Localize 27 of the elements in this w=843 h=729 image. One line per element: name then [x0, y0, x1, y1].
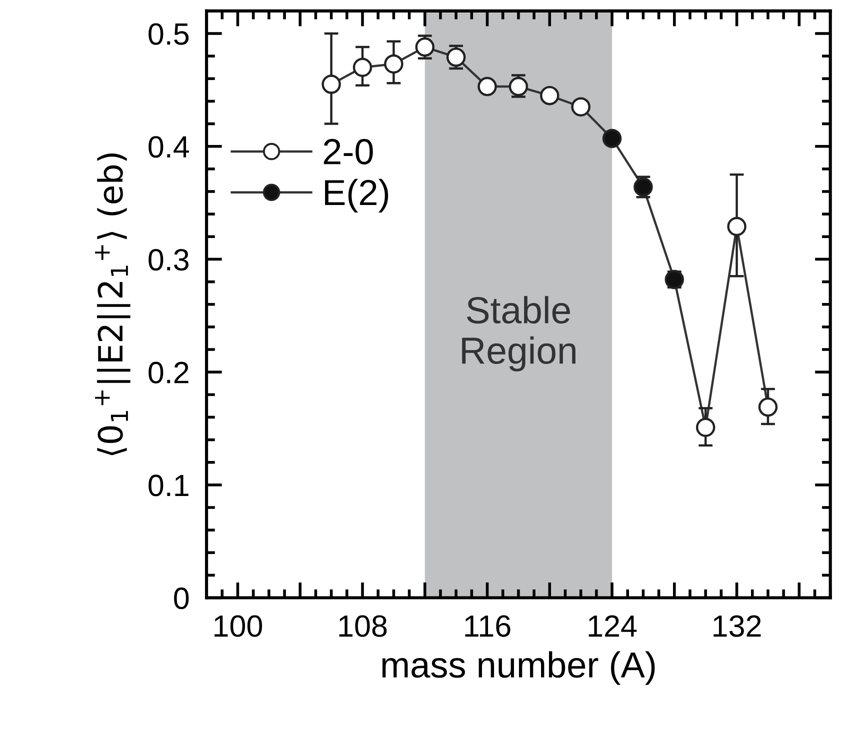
legend-label: E(2) — [325, 178, 388, 213]
point — [478, 76, 497, 96]
point — [446, 48, 466, 67]
y-axis-title: ⟨0$_{1}$$^{+}$||E2||2$_{1}$$^{+}$⟩ (eb) — [95, 153, 130, 456]
point — [384, 54, 404, 74]
x-tick-label: 116 — [465, 615, 510, 637]
point — [602, 128, 622, 148]
legend-label: 2-0 — [324, 138, 373, 165]
point — [727, 216, 746, 236]
y-tick-label: 0.5 — [148, 23, 189, 45]
x-tick-label: 124 — [588, 615, 637, 637]
point — [758, 397, 778, 417]
x-axis-title: mass number (A) — [382, 651, 655, 685]
y-tick-label: 0.2 — [148, 362, 188, 384]
point — [322, 74, 341, 94]
x-tick-label: 132 — [714, 615, 761, 637]
y-tick-label: 0.3 — [148, 248, 189, 271]
y-tick-label: 0.4 — [148, 136, 189, 158]
point — [352, 58, 372, 77]
point — [571, 97, 590, 116]
y-tick-label: 0.1 — [148, 474, 188, 496]
x-tick-label: 108 — [339, 615, 387, 637]
y-tick-label: 0 — [174, 588, 189, 610]
x-tick-label: 100 — [214, 615, 262, 637]
point — [540, 86, 560, 106]
band-label: Stable Region — [462, 296, 576, 372]
point — [696, 418, 716, 437]
